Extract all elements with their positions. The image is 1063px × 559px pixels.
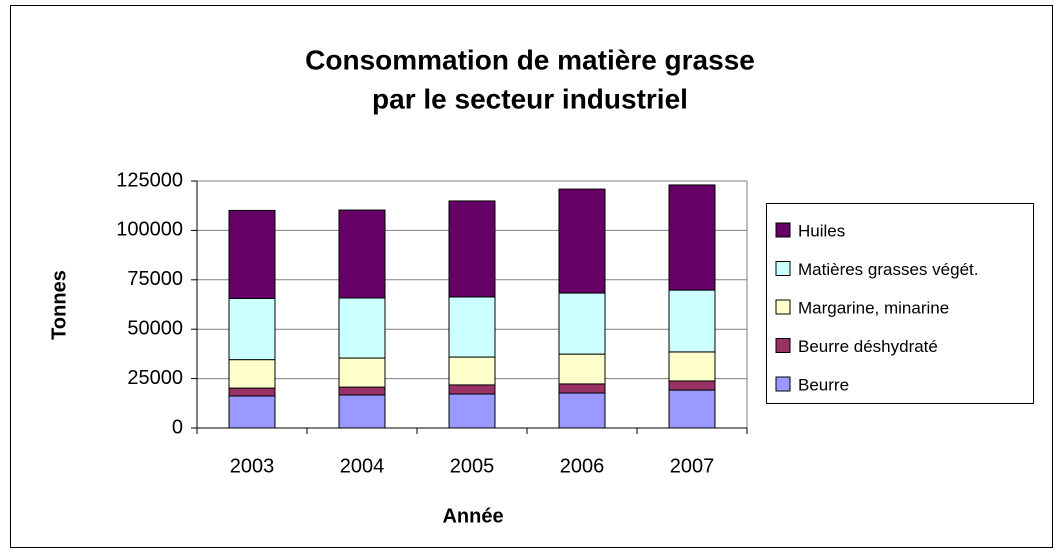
bar-segment bbox=[448, 384, 496, 395]
legend-swatch bbox=[775, 261, 791, 276]
y-tick-label: 100000 bbox=[116, 219, 183, 241]
bar-segment bbox=[228, 359, 276, 389]
bar-segment bbox=[448, 356, 496, 386]
bar-segment bbox=[668, 380, 716, 391]
legend-swatch bbox=[775, 338, 791, 353]
y-tick-label: 50000 bbox=[127, 317, 183, 339]
legend-label: Beurre bbox=[798, 375, 849, 394]
bar-segment bbox=[338, 209, 386, 299]
bar-segment bbox=[668, 184, 716, 291]
legend bbox=[766, 203, 1034, 404]
x-tick-label: 2003 bbox=[230, 455, 275, 477]
x-tick-label: 2004 bbox=[340, 455, 385, 477]
bar-segment bbox=[228, 209, 276, 299]
legend-label: Matières grasses végét. bbox=[798, 260, 978, 279]
bar-segment bbox=[668, 351, 716, 382]
bar-segment bbox=[338, 394, 386, 429]
bar-segment bbox=[338, 297, 386, 359]
y-axis-label: Tonnes bbox=[48, 270, 70, 340]
bar-segment bbox=[228, 395, 276, 429]
legend-label: Beurre déshydraté bbox=[798, 337, 938, 356]
y-tick-label: 75000 bbox=[127, 268, 183, 290]
x-axis-label: Année bbox=[442, 505, 503, 527]
bar-segment bbox=[448, 296, 496, 358]
bar-segment bbox=[228, 387, 276, 397]
legend-swatch bbox=[775, 299, 791, 315]
x-tick-label: 2005 bbox=[450, 455, 495, 477]
bar-segment bbox=[448, 393, 496, 429]
bar-segment bbox=[558, 383, 606, 394]
y-tick-label: 125000 bbox=[116, 169, 183, 191]
bar-segment bbox=[338, 386, 386, 396]
y-tick-label: 25000 bbox=[127, 367, 183, 389]
bar-segment bbox=[668, 389, 716, 429]
legend-label: Margarine, minarine bbox=[798, 298, 949, 317]
bar-segment bbox=[228, 297, 276, 361]
bar-segment bbox=[558, 292, 606, 355]
y-tick-label: 0 bbox=[172, 416, 183, 438]
x-tick-label: 2007 bbox=[670, 455, 715, 477]
bar-segment bbox=[668, 289, 716, 353]
legend-label: Huiles bbox=[798, 221, 845, 240]
bar-segment bbox=[448, 200, 496, 298]
chart-title: par le secteur industriel bbox=[372, 83, 688, 114]
chart-title: Consommation de matière grasse bbox=[305, 44, 755, 75]
legend-swatch bbox=[775, 222, 791, 238]
bar-segment bbox=[338, 357, 386, 388]
x-tick-label: 2006 bbox=[560, 455, 605, 477]
bar-segment bbox=[558, 392, 606, 429]
bar-segment bbox=[558, 188, 606, 294]
legend-swatch bbox=[775, 376, 791, 392]
bar-segment bbox=[558, 353, 606, 385]
